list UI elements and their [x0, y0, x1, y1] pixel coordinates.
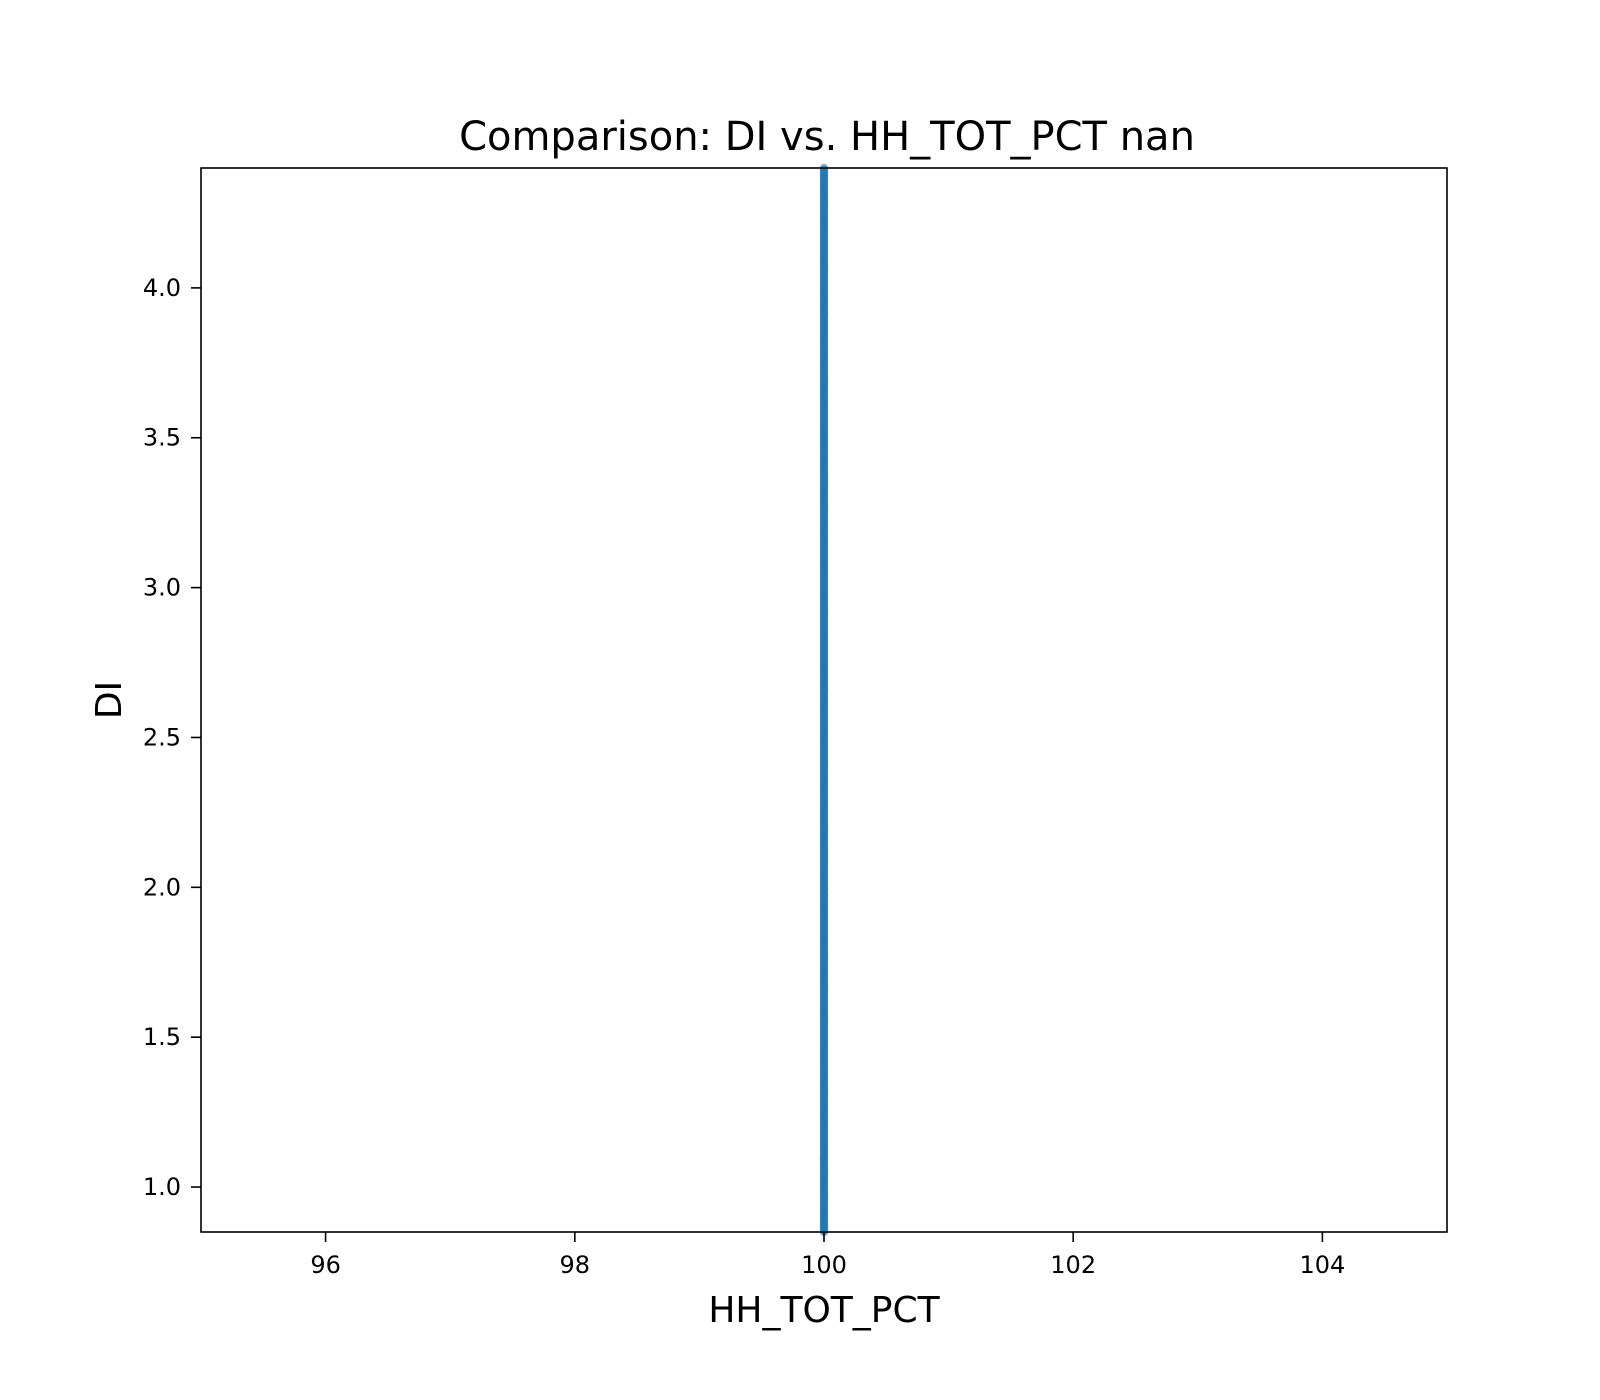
y-tick-label: 1.5	[143, 1023, 181, 1051]
x-tick-label: 98	[560, 1251, 591, 1279]
x-axis-ticks: 96 98 100 102 104	[310, 1232, 1345, 1279]
x-tick-label: 102	[1050, 1251, 1096, 1279]
x-axis-label: HH_TOT_PCT	[708, 1290, 940, 1331]
y-tick-label: 1.0	[143, 1173, 181, 1201]
plot-area	[819, 163, 829, 1237]
x-tick-label: 100	[801, 1251, 847, 1279]
y-tick-label: 3.0	[143, 574, 181, 602]
chart-title: Comparison: DI vs. HH_TOT_PCT nan	[459, 114, 1195, 160]
y-tick-label: 3.5	[143, 424, 181, 452]
y-axis-label: DI	[89, 681, 130, 719]
y-axis-ticks: 1.0 1.5 2.0 2.5 3.0 3.5 4.0	[143, 274, 201, 1201]
x-tick-label: 104	[1299, 1251, 1345, 1279]
x-tick-label: 96	[310, 1251, 341, 1279]
y-tick-label: 4.0	[143, 274, 181, 302]
y-tick-label: 2.0	[143, 873, 181, 901]
y-tick-label: 2.5	[143, 723, 181, 751]
